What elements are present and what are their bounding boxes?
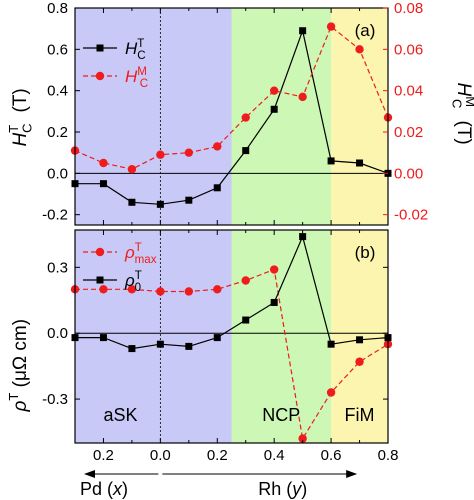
region-label-ask: aSK — [104, 405, 138, 425]
series-line — [75, 268, 389, 441]
y-tick-label: -0.3 — [42, 391, 68, 408]
x-tick-label: 0.0 — [150, 447, 171, 464]
data-point-circle — [326, 388, 336, 397]
x-tick-label: 0.4 — [264, 447, 285, 464]
data-point-circle — [241, 276, 250, 285]
plot-frame — [74, 229, 389, 444]
pd-arrowhead — [84, 470, 95, 478]
panel-b: (b) 0.3 0.0 -0.3 ρT (μΩ cm) ρT max ρT 0 aSK NCP FiM — [6, 229, 393, 444]
y-axis-label-unit: (T) — [453, 121, 474, 145]
data-point-square — [185, 342, 193, 350]
legend-marker — [96, 276, 104, 284]
data-point-circle — [213, 285, 222, 294]
data-point-circle — [184, 148, 194, 157]
data-point-square — [299, 233, 307, 241]
x-tick-label: 0.2 — [207, 447, 228, 464]
rh-arrowhead — [346, 470, 358, 478]
legend-label: HM C — [125, 66, 148, 90]
data-point-square — [213, 184, 221, 192]
panel-a: (a) 0.8 0.6 0.4 0.2 0.0 -0.2 0.08 0.06 0.04 0.02 0.… — [6, 0, 474, 226]
y-tick-label: 0.6 — [47, 41, 68, 58]
y-axis-label-left: HTC (T) — [6, 88, 35, 146]
y-right-tick-label: -0.02 — [394, 207, 428, 224]
y-right-tick-label: 0.02 — [394, 124, 423, 141]
region-ncp — [231, 230, 332, 443]
data-point-square — [213, 334, 221, 342]
y-axis-label-text: ρT (μΩ cm) — [6, 319, 31, 413]
region-ask — [75, 8, 232, 225]
data-point-square — [270, 298, 278, 306]
data-point-square — [356, 336, 364, 344]
y-axis-label-text: HTC — [6, 124, 35, 147]
y-axis-label: ρT (μΩ cm) — [6, 319, 31, 413]
x-tick-label: 0.8 — [378, 447, 399, 464]
data-point-square — [356, 159, 364, 167]
y-right-tick-label: 0.00 — [394, 165, 423, 182]
data-point-circle — [298, 434, 307, 443]
plot-frame — [74, 7, 389, 226]
data-point-circle — [213, 142, 222, 151]
x-axis-label-pd: Pd (x) — [80, 479, 128, 499]
region-fim — [331, 8, 388, 225]
series-line — [75, 234, 389, 350]
data-point-square — [128, 198, 136, 206]
data-point-circle — [156, 287, 165, 296]
data-point-circle — [127, 165, 137, 174]
legend-marker — [95, 247, 105, 257]
x-axis-label-rh: Rh (y) — [258, 479, 307, 499]
data-point-square — [327, 157, 335, 165]
data-point-circle — [355, 357, 364, 366]
data-point-circle — [326, 22, 336, 31]
legend-label: ρT max — [124, 242, 157, 266]
data-point-square — [185, 196, 193, 204]
y-right-tick-label: 0.04 — [394, 83, 423, 100]
y-axis-label-unit: (T) — [10, 88, 31, 112]
data-point-square — [299, 27, 307, 35]
legend-label: HT C — [125, 38, 146, 62]
legend-marker — [96, 44, 104, 52]
panel-label: (a) — [355, 21, 376, 40]
data-point-circle — [355, 45, 364, 54]
data-point-square — [99, 180, 107, 188]
y-axis-label-text: HMC — [449, 83, 474, 109]
data-point-circle — [99, 285, 108, 294]
series-line — [75, 28, 389, 205]
y-right-tick-label: 0.08 — [394, 0, 423, 17]
data-point-circle — [156, 150, 165, 159]
y-tick-label: 0.3 — [47, 259, 68, 276]
data-point-circle — [269, 265, 279, 274]
data-point-square — [156, 340, 164, 348]
data-point-circle — [241, 113, 250, 122]
region-label-ncp: NCP — [262, 405, 300, 425]
data-point-square — [327, 340, 335, 348]
y-right-tick-label: 0.06 — [394, 41, 423, 58]
y-tick-label: 0.2 — [47, 124, 68, 141]
x-tick-label: 0.2 — [93, 447, 114, 464]
legend-label: ρT 0 — [124, 270, 142, 294]
data-point-circle — [127, 285, 137, 294]
data-point-square — [242, 316, 250, 324]
data-point-square — [242, 147, 250, 155]
y-tick-label: 0.4 — [47, 83, 68, 100]
data-point-square — [270, 105, 278, 113]
data-point-square — [156, 200, 164, 208]
y-tick-label: -0.2 — [42, 207, 68, 224]
y-axis-label-right: HMC (T) — [449, 83, 474, 145]
region-label-fim: FiM — [345, 405, 375, 425]
data-point-circle — [184, 287, 194, 296]
data-point-square — [128, 345, 136, 353]
panel-label: (b) — [355, 243, 376, 262]
data-point-square — [99, 334, 107, 342]
x-tick-label: 0.6 — [321, 447, 342, 464]
y-tick-label: 0.8 — [47, 0, 68, 17]
series-line — [74, 25, 389, 170]
y-tick-label: 0.0 — [47, 325, 68, 342]
data-point-circle — [269, 86, 279, 95]
legend-marker — [95, 71, 105, 81]
data-point-circle — [298, 92, 307, 102]
y-tick-label: 0.0 — [47, 165, 68, 182]
data-point-circle — [99, 158, 108, 168]
